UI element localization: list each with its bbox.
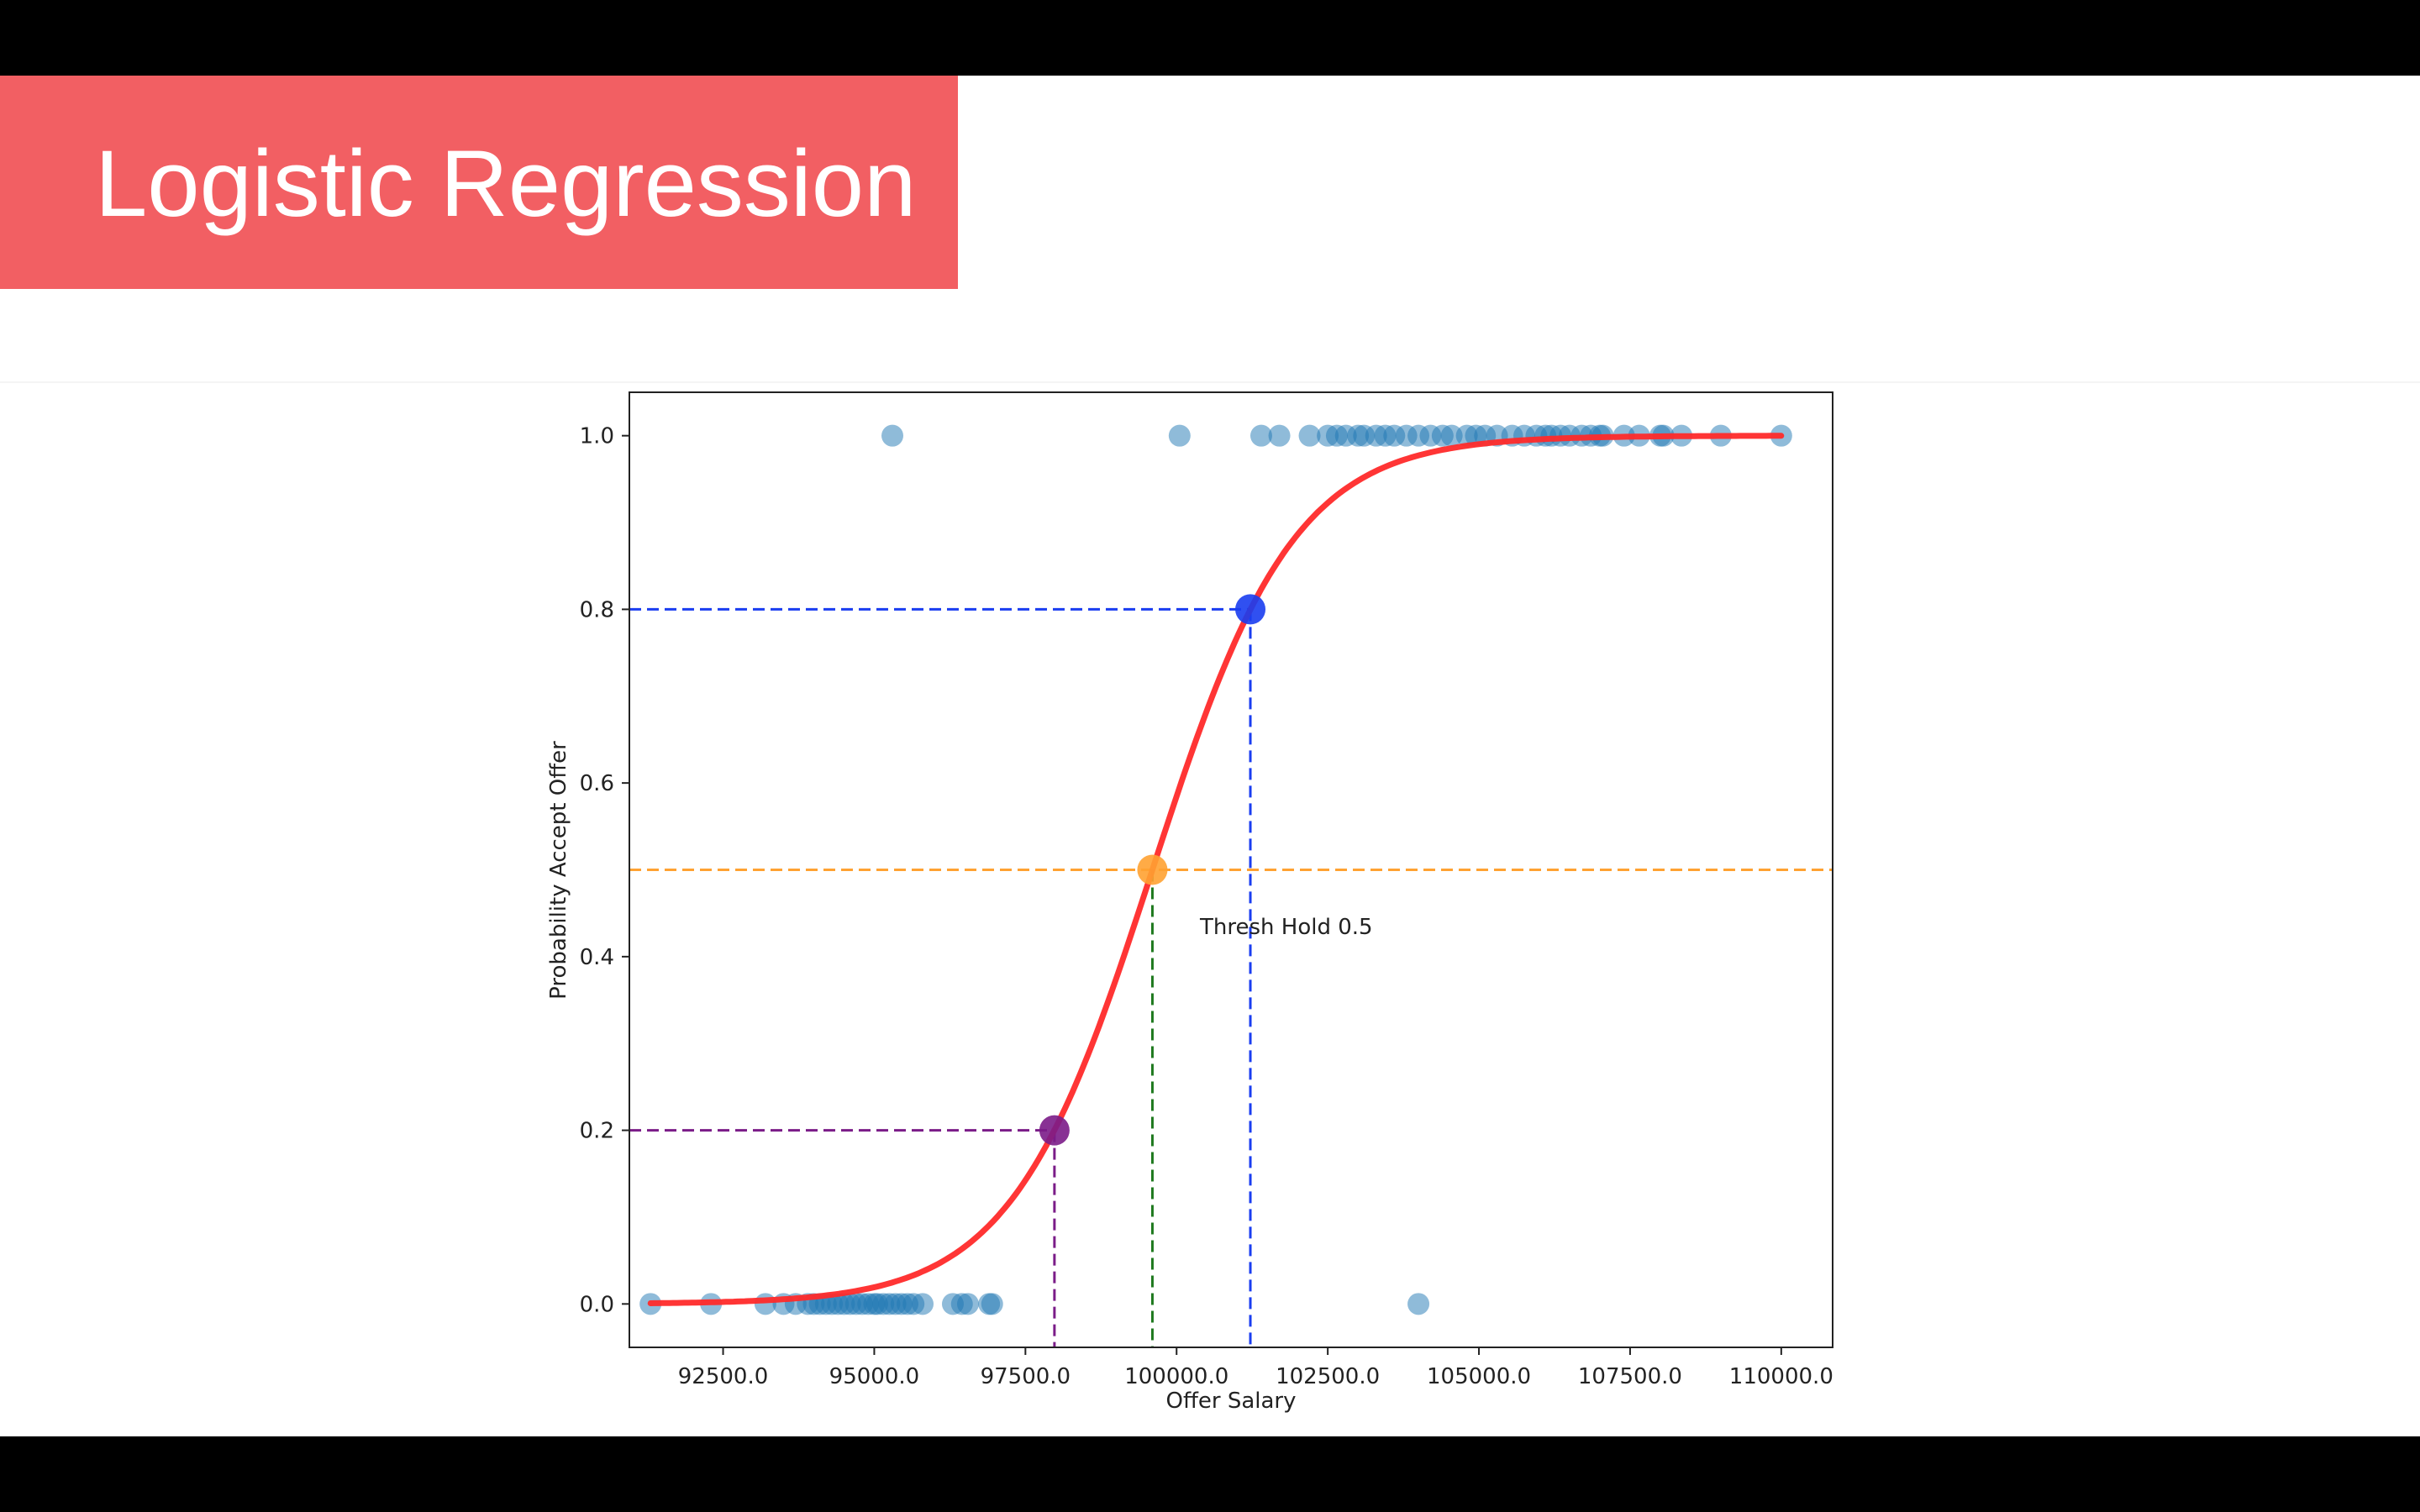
slide: Logistic Regression 92500.0 95000.0 97500.… <box>0 76 2420 1436</box>
x-axis-label: Offer Salary <box>1166 1389 1297 1414</box>
logistic-curve-group <box>647 433 1785 1306</box>
threshold-point <box>1137 854 1168 885</box>
observation-points <box>639 424 1792 1315</box>
x-tick-label: 110000.0 <box>1729 1364 1833 1389</box>
y-tick-label: 0.2 <box>580 1119 614 1144</box>
high-probability-point <box>1235 594 1266 625</box>
guide-lines <box>629 607 1833 1347</box>
x-tick-label: 105000.0 <box>1427 1364 1531 1389</box>
data-point <box>1168 424 1191 447</box>
title-banner: Logistic Regression <box>0 76 958 289</box>
data-point <box>1249 424 1272 447</box>
y-tick-label: 1.0 <box>580 424 614 449</box>
y-tick-label: 0.6 <box>580 771 614 796</box>
threshold-label: Thresh Hold 0.5 <box>1199 915 1373 940</box>
low-probability-point <box>1039 1115 1070 1146</box>
y-tick-label: 0.4 <box>580 945 614 970</box>
slide-title: Logistic Regression <box>95 131 917 236</box>
logistic-curve <box>647 433 1785 1306</box>
x-tick-label: 107500.0 <box>1578 1364 1682 1389</box>
data-point <box>981 1293 1003 1315</box>
data-point <box>1268 424 1291 447</box>
y-tick-label: 0.8 <box>580 597 614 622</box>
data-point <box>1298 424 1321 447</box>
y-tick-label: 0.0 <box>580 1292 614 1317</box>
data-point <box>881 424 904 447</box>
x-tick-label: 97500.0 <box>981 1364 1071 1389</box>
data-point <box>912 1293 934 1315</box>
x-tick-label: 92500.0 <box>678 1364 769 1389</box>
logistic-regression-chart: 92500.0 95000.0 97500.0 100000.0 102500.0 105… <box>546 391 1833 1414</box>
data-point <box>1440 424 1463 447</box>
data-point <box>956 1293 979 1315</box>
plot-frame <box>629 391 1833 1348</box>
y-axis-label: Probability Accept Offer <box>546 741 571 1000</box>
highlighted-points <box>1039 594 1266 1146</box>
x-tick-label: 102500.0 <box>1276 1364 1380 1389</box>
x-tick-label: 100000.0 <box>1124 1364 1228 1389</box>
data-point <box>1407 1293 1430 1315</box>
title-divider <box>0 381 2420 383</box>
axes: 92500.0 95000.0 97500.0 100000.0 102500.0 105… <box>580 424 1833 1389</box>
x-tick-label: 95000.0 <box>829 1364 920 1389</box>
